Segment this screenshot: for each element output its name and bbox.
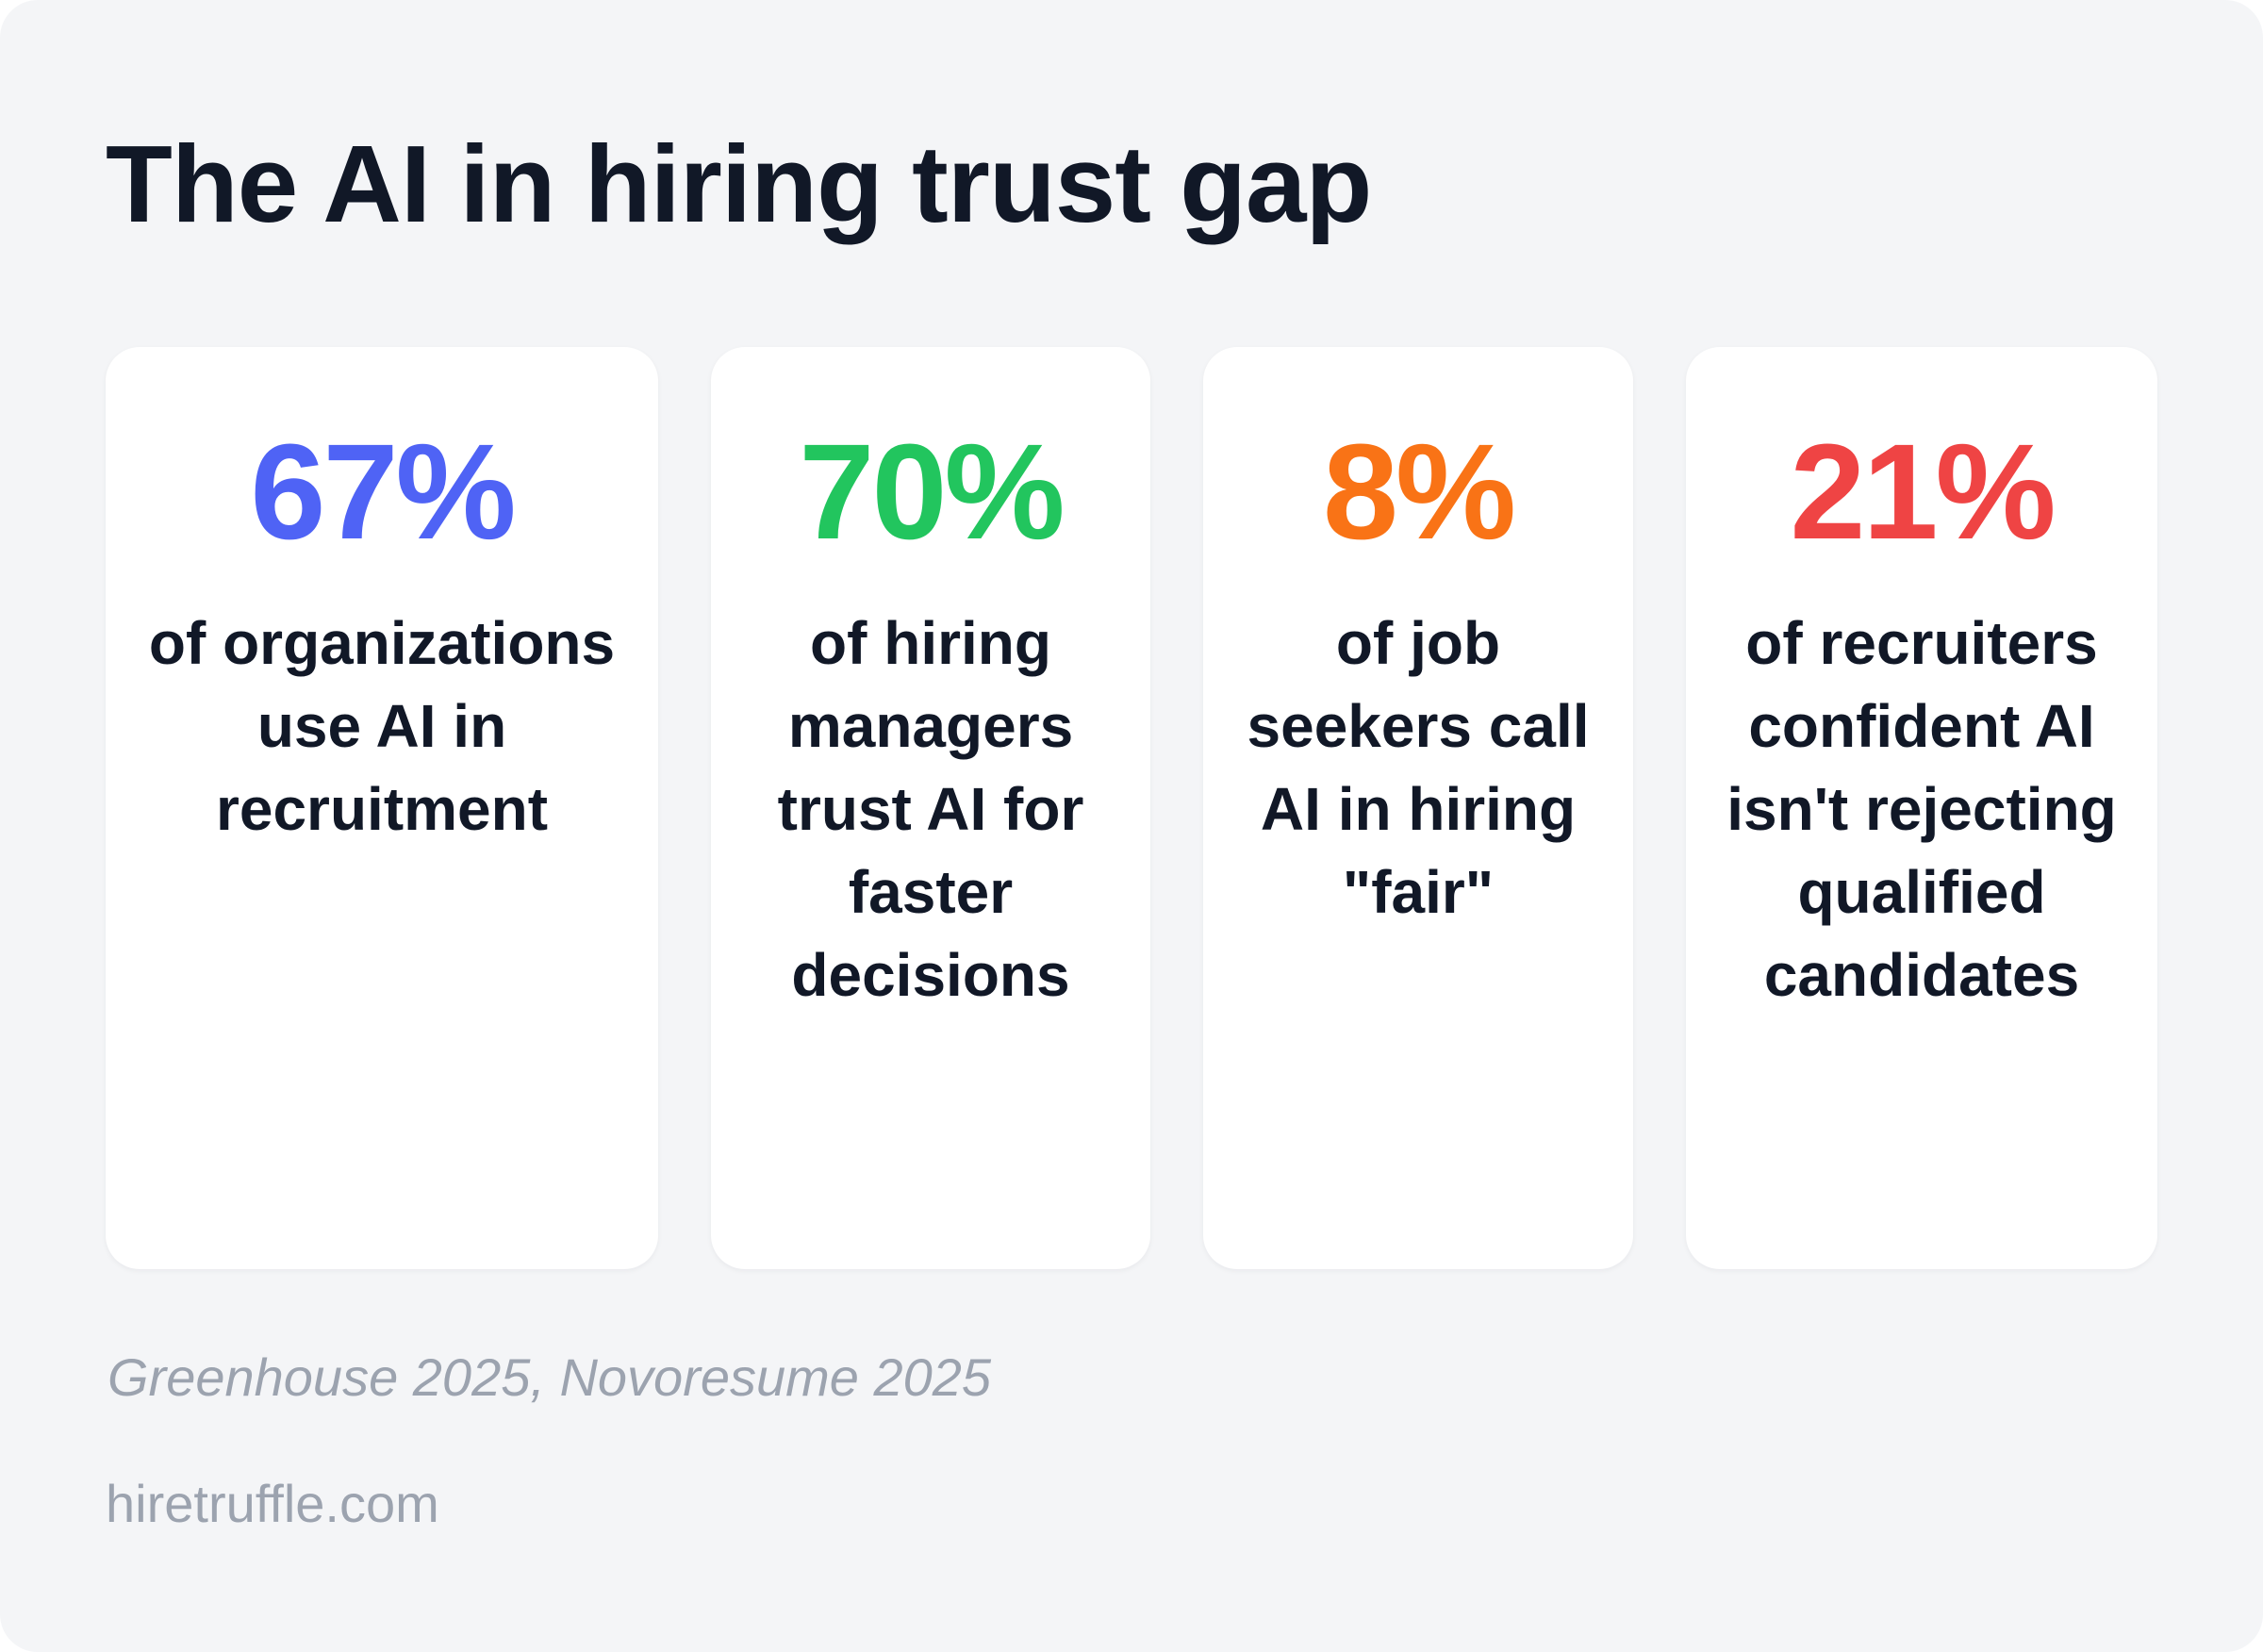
stat-label: of recruiters confident AI isn't rejecti…	[1726, 609, 2117, 1009]
stat-card-organizations: 67% of organizations use AI in recruitme…	[106, 347, 658, 1269]
source-citation: Greenhouse 2025, Novoresume 2025	[107, 1347, 992, 1407]
stat-value: 67%	[250, 416, 516, 568]
stat-card-job-seekers: 8% of job seekers call AI in hiring "fai…	[1203, 347, 1633, 1269]
stat-label: of organizations use AI in recruitment	[148, 609, 616, 843]
site-url: hiretruffle.com	[106, 1474, 439, 1533]
stat-label: of job seekers call AI in hiring "fair"	[1247, 609, 1590, 926]
stat-label: of hiring managers trust AI for faster d…	[777, 609, 1084, 1009]
page-title: The AI in hiring trust gap	[106, 123, 1372, 245]
stat-card-hiring-managers: 70% of hiring managers trust AI for fast…	[711, 347, 1150, 1269]
stat-card-recruiters: 21% of recruiters confident AI isn't rej…	[1686, 347, 2157, 1269]
stat-value: 21%	[1790, 416, 2056, 568]
stat-value: 70%	[799, 416, 1065, 568]
stat-value: 8%	[1322, 416, 1516, 568]
